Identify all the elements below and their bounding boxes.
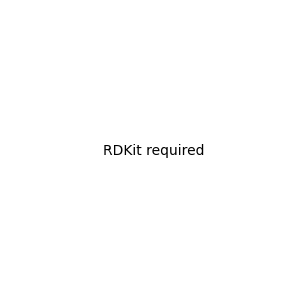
Text: RDKit required: RDKit required — [103, 145, 205, 158]
